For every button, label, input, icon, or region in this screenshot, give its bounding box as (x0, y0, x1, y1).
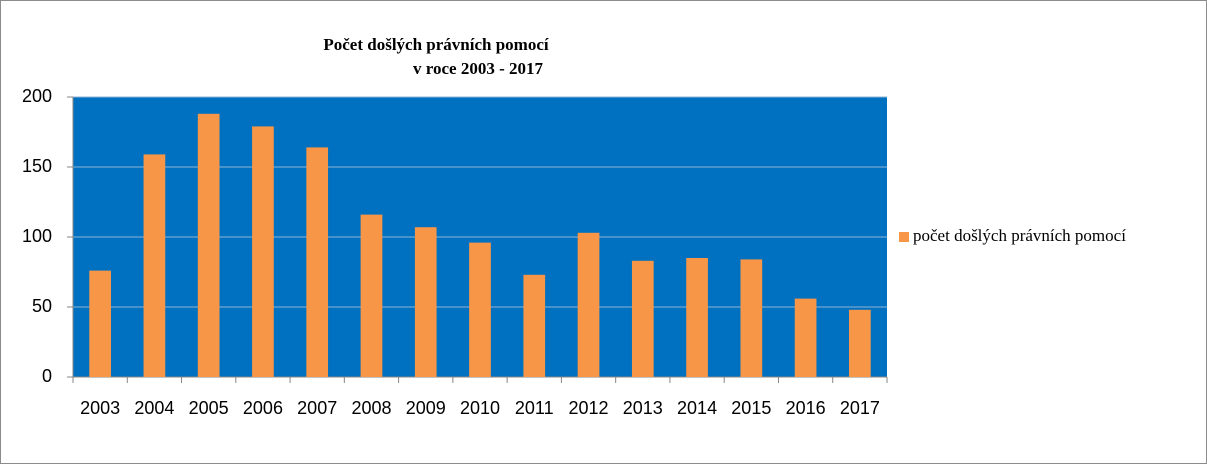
x-tick-label: 2006 (243, 398, 283, 418)
bar (849, 309, 871, 377)
bar (252, 126, 274, 378)
bar (469, 242, 491, 377)
bar (577, 232, 600, 377)
x-tick-label: 2004 (134, 398, 174, 418)
chart-subtitle: v roce 2003 - 2017 (413, 59, 543, 78)
x-tick-label: 2009 (406, 398, 446, 418)
bar (740, 259, 763, 377)
y-tick-label: 100 (22, 226, 52, 246)
y-tick-label: 50 (32, 296, 52, 316)
bar (197, 113, 220, 378)
legend-label: počet došlých právních pomocí (913, 226, 1126, 245)
bar (306, 147, 329, 377)
x-tick-label: 2016 (786, 398, 826, 418)
chart-title: Počet došlých právních pomocí (323, 35, 549, 54)
x-tick-label: 2015 (731, 398, 771, 418)
x-tick-label: 2012 (569, 398, 609, 418)
bar (523, 274, 546, 377)
x-tick-label: 2013 (623, 398, 663, 418)
y-tick-label: 200 (22, 86, 52, 106)
x-tick-label: 2007 (297, 398, 337, 418)
x-tick-label: 2011 (515, 398, 554, 418)
x-tick-label: 2005 (189, 398, 229, 418)
bar (89, 270, 111, 377)
bar (143, 154, 166, 377)
bar (686, 258, 708, 377)
bar (631, 260, 654, 377)
y-tick-label: 150 (22, 156, 52, 176)
bar (794, 298, 817, 377)
x-tick-label: 2008 (351, 398, 391, 418)
bar (414, 227, 437, 377)
legend-swatch (899, 232, 909, 242)
x-tick-label: 2017 (840, 398, 880, 418)
y-tick-label: 0 (42, 366, 52, 386)
x-tick-label: 2014 (677, 398, 717, 418)
x-tick-label: 2010 (460, 398, 500, 418)
bar (360, 214, 383, 377)
x-tick-label: 2003 (80, 398, 120, 418)
